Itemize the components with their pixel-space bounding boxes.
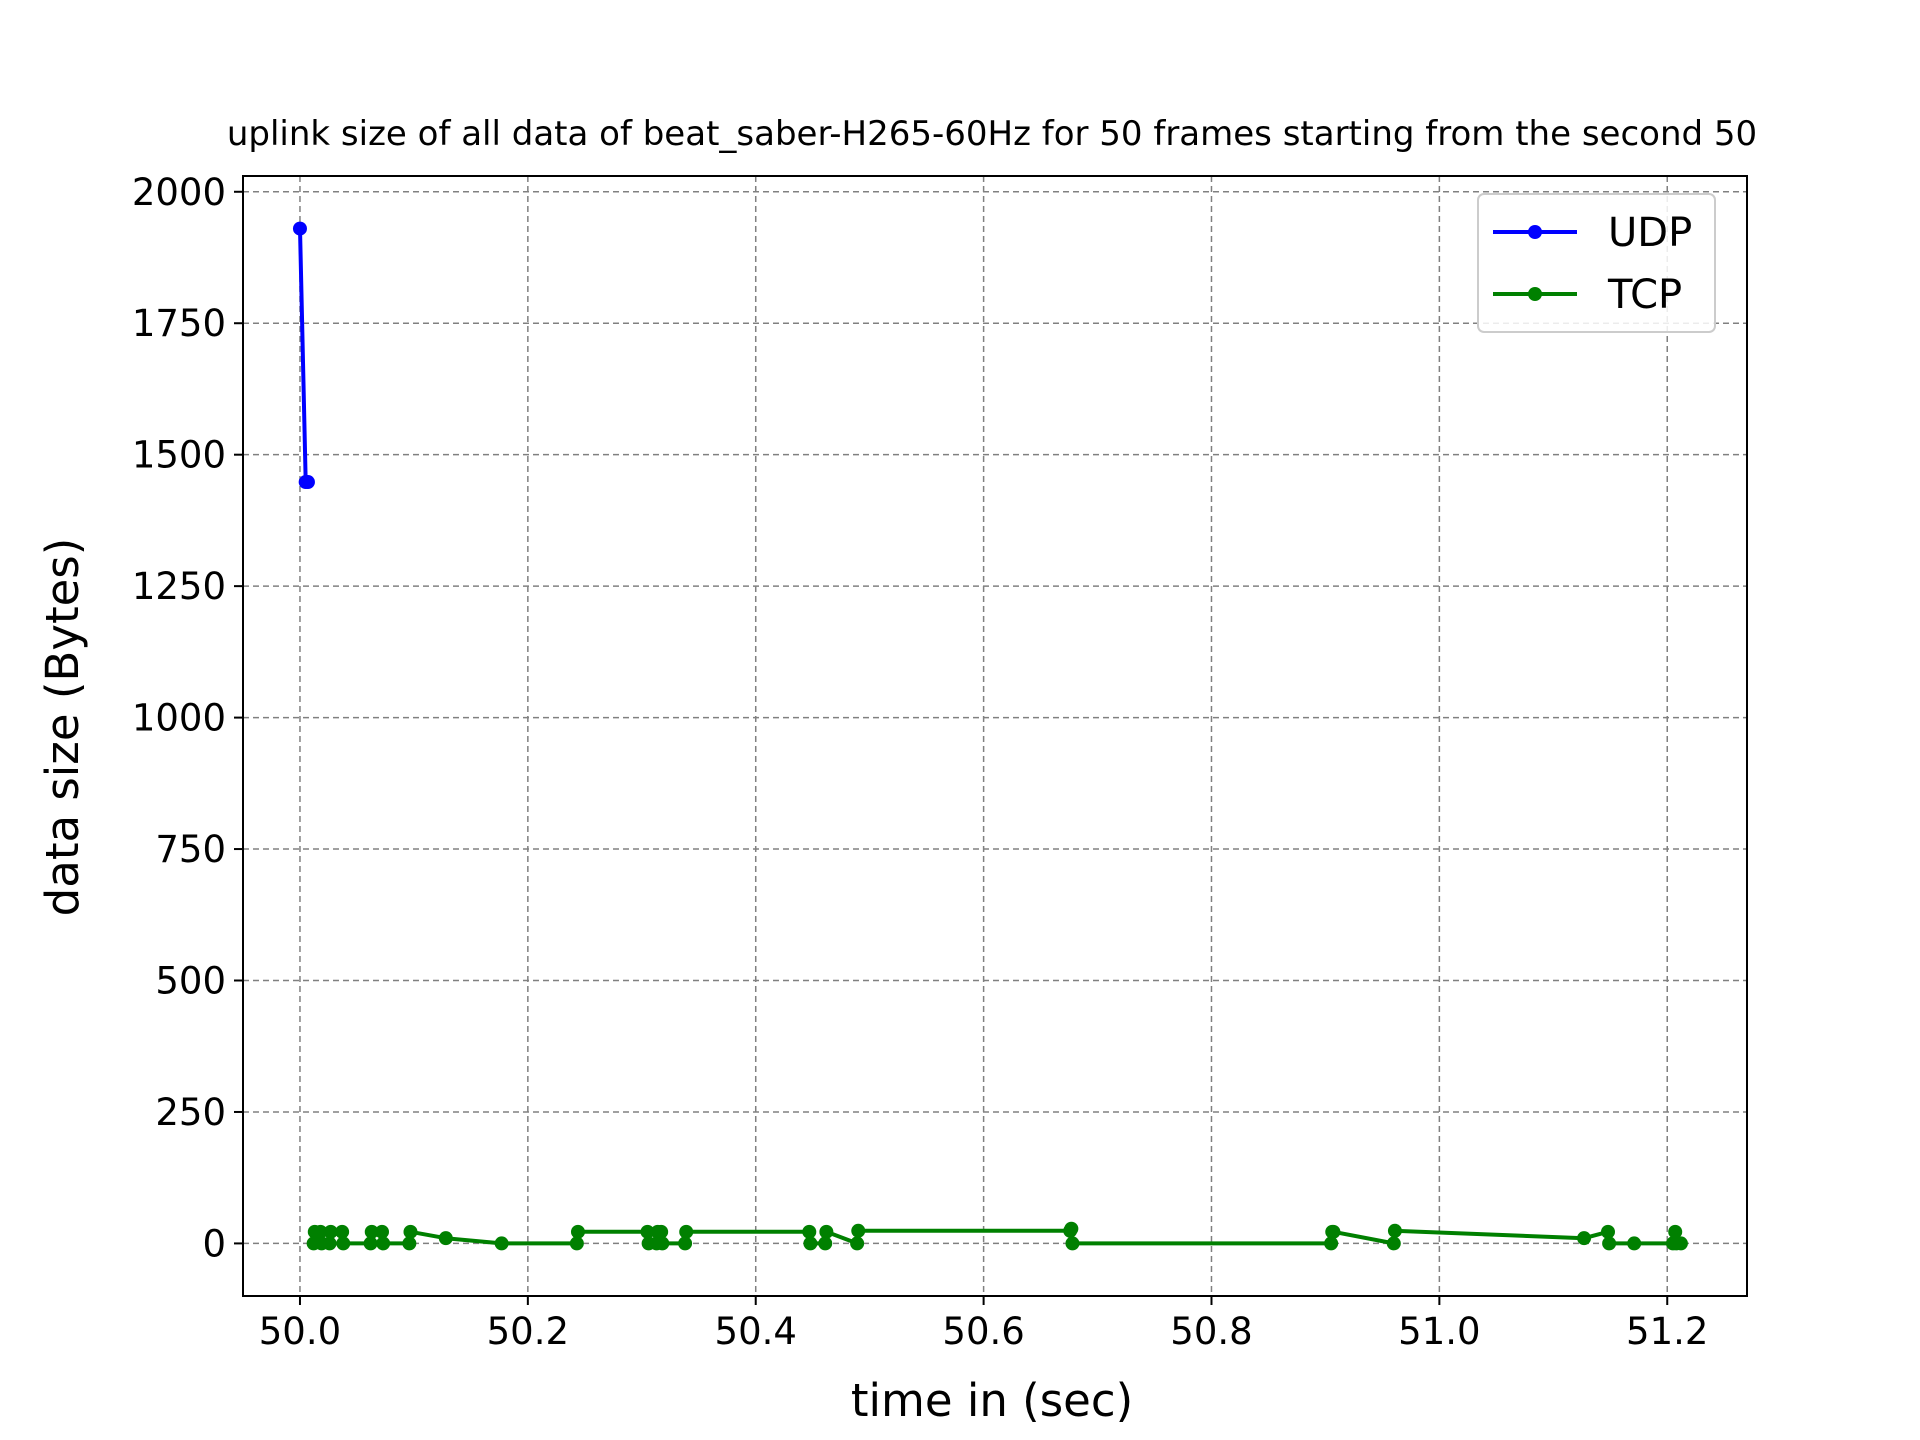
tcp-data-point [363, 1236, 378, 1251]
x-tick-label: 51.2 [1626, 1310, 1708, 1353]
y-tick-label: 500 [155, 960, 226, 1003]
tcp-data-point [1065, 1236, 1080, 1251]
y-tick-label: 1000 [132, 697, 226, 740]
x-tick-label: 51.0 [1398, 1310, 1480, 1353]
x-axis-title: time in (sec) [851, 1374, 1133, 1427]
legend-tcp-label: TCP [1607, 272, 1682, 318]
tcp-data-point [1627, 1236, 1642, 1251]
plot-frame [242, 175, 1748, 1297]
tcp-data-point [818, 1236, 833, 1251]
legend-tcp-marker [1528, 287, 1542, 301]
chart-title: uplink size of all data of beat_saber-H2… [227, 114, 1757, 154]
x-tick-label: 50.8 [1170, 1310, 1252, 1353]
udp-data-point [292, 221, 307, 236]
tcp-data-point [313, 1224, 328, 1239]
tcp-data-point [1064, 1221, 1079, 1236]
tcp-data-point [1324, 1236, 1339, 1251]
tcp-data-point [1602, 1236, 1617, 1251]
grid [243, 176, 1747, 1296]
tcp-data-point [375, 1224, 390, 1239]
y-tick-label: 0 [202, 1222, 226, 1265]
tcp-data-point [1600, 1224, 1615, 1239]
tcp-data-point [322, 1236, 337, 1251]
y-tick-label: 1750 [132, 302, 226, 345]
series-group [292, 221, 1688, 1251]
tcp-data-point [819, 1224, 834, 1239]
tcp-data-point [438, 1231, 453, 1246]
tcp-data-point [1577, 1231, 1592, 1246]
tcp-data-point [1387, 1223, 1402, 1238]
tcp-data-point [1326, 1224, 1341, 1239]
y-tick-label: 250 [155, 1091, 226, 1134]
y-tick-label: 2000 [132, 171, 226, 214]
tcp-data-point [1668, 1224, 1683, 1239]
tcp-data-point [679, 1224, 694, 1239]
tcp-data-point [850, 1236, 865, 1251]
tcp-data-point [364, 1224, 379, 1239]
tcp-data-point [1386, 1236, 1401, 1251]
tcp-data-point [655, 1236, 670, 1251]
tcp-data-point [494, 1236, 509, 1251]
tcp-data-point [654, 1224, 669, 1239]
tcp-data-point [640, 1224, 655, 1239]
tcp-data-point [802, 1224, 817, 1239]
tcp-data-point [569, 1236, 584, 1251]
tcp-data-point [376, 1236, 391, 1251]
y-tick-label: 750 [155, 828, 226, 871]
tcp-data-point [403, 1224, 418, 1239]
tcp-data-point [402, 1236, 417, 1251]
tcp-data-point [335, 1224, 350, 1239]
y-tick-label: 1250 [132, 565, 226, 608]
y-axis-title: data size (Bytes) [36, 538, 89, 917]
tcp-data-point [336, 1236, 351, 1251]
udp-data-point [300, 475, 315, 490]
tcp-data-point [803, 1236, 818, 1251]
x-tick-label: 50.2 [487, 1310, 569, 1353]
tcp-data-point [323, 1224, 338, 1239]
x-tick-label: 50.4 [715, 1310, 797, 1353]
x-tick-label: 50.6 [942, 1310, 1024, 1353]
tcp-data-point [851, 1223, 866, 1238]
tcp-data-point [570, 1224, 585, 1239]
legend: UDP TCP [1477, 193, 1716, 333]
ticks: 50.0 50.2 50.4 50.6 50.8 51.0 51.2 0 250 500 750 10… [132, 171, 1709, 1353]
legend-udp-label: UDP [1608, 210, 1692, 256]
tcp-data-point [678, 1236, 693, 1251]
tcp-data-point [1673, 1236, 1688, 1251]
y-tick-label: 1500 [132, 434, 226, 477]
x-tick-label: 50.0 [259, 1310, 341, 1353]
legend-udp-marker [1528, 225, 1542, 239]
